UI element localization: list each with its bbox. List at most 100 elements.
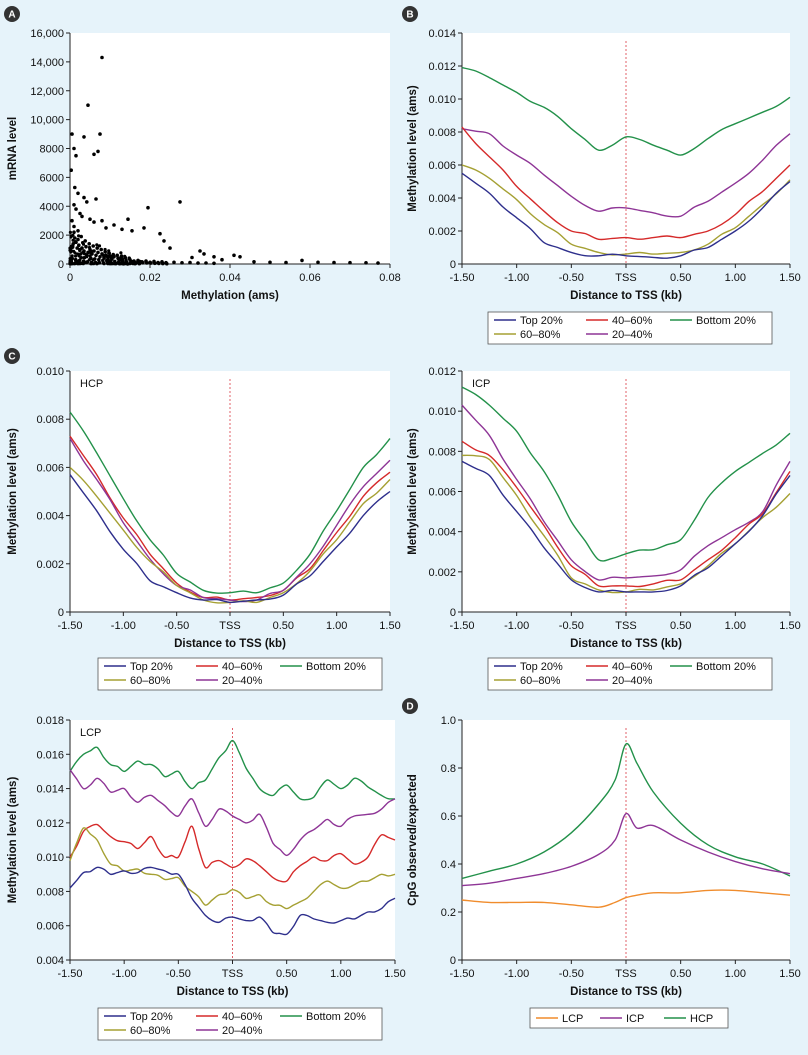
- scatter-point: [268, 261, 272, 265]
- scatter-point: [117, 258, 120, 261]
- scatter-point: [79, 256, 82, 259]
- scatter-point: [70, 132, 74, 136]
- scatter-point: [92, 258, 95, 261]
- y-tick-label: 0: [58, 607, 64, 619]
- y-axis-label: Methylation level (ams): [7, 777, 19, 904]
- scatter-point: [161, 262, 165, 266]
- scatter-point: [88, 258, 91, 261]
- y-tick-label: 0: [450, 955, 456, 967]
- x-axis-label: Distance to TSS (kb): [570, 290, 682, 302]
- legend: Top 20% 40–60% Bottom 20% 60–80% 20–40%: [98, 658, 382, 690]
- x-tick-label: 0.50: [670, 620, 691, 632]
- y-axis-label: Methylation level (ams): [407, 428, 419, 555]
- scatter-point: [238, 255, 242, 259]
- scatter-point: [88, 217, 92, 221]
- y-tick-label: 0.012: [36, 818, 64, 830]
- x-tick-label: -0.50: [559, 272, 584, 284]
- panel-badge-letter: C: [8, 352, 15, 363]
- scatter-point: [73, 251, 76, 254]
- scatter-point: [100, 56, 104, 60]
- chart-a: 0200040006000800010,00012,00014,00016,00…: [4, 6, 401, 302]
- scatter-point: [95, 243, 98, 246]
- scatter-point: [130, 229, 134, 233]
- scatter-point: [188, 261, 192, 265]
- y-tick-label: 0.008: [428, 127, 456, 139]
- scatter-point: [69, 231, 72, 234]
- y-axis-label: Methylation level (ams): [407, 85, 419, 212]
- scatter-point: [96, 251, 100, 255]
- panel-title: ICP: [472, 378, 490, 390]
- x-tick-label: TSS: [222, 968, 243, 980]
- y-tick-label: 0.016: [36, 749, 64, 761]
- y-tick-label: 0.4: [441, 859, 456, 871]
- y-tick-label: 0: [450, 607, 456, 619]
- scatter-point: [81, 251, 84, 254]
- y-tick-label: 0.014: [36, 784, 64, 796]
- x-axis-label: Methylation (ams): [181, 290, 279, 302]
- scatter-point: [118, 262, 121, 265]
- scatter-point: [157, 262, 161, 266]
- chart-b: 0 0.002 0.004 0.006 0.008 0.010 0.012 0.014 -1.5…: [402, 6, 801, 344]
- legend-entry: Bottom 20%: [306, 661, 366, 673]
- y-tick-label: 0.006: [36, 462, 64, 474]
- scatter-point: [202, 252, 206, 256]
- scatter-point: [74, 240, 77, 243]
- legend-entry: 60–80%: [130, 675, 171, 687]
- x-tick-label: 0.02: [139, 272, 160, 284]
- scatter-point: [92, 262, 95, 265]
- scatter-point: [96, 150, 100, 154]
- scatter-point: [71, 254, 74, 257]
- x-tick-label: -0.50: [559, 620, 584, 632]
- scatter-point: [130, 260, 133, 263]
- x-tick-label: -0.50: [559, 968, 584, 980]
- scatter-point: [85, 200, 89, 204]
- chart-c-lcp: 0.0040.0060.0080.0100.0120.0140.0160.018…: [7, 715, 406, 1040]
- x-tick-label: 1.50: [779, 272, 800, 284]
- x-tick-label: 0.50: [273, 620, 294, 632]
- scatter-point: [126, 217, 130, 221]
- y-tick-label: 6000: [40, 172, 64, 184]
- scatter-point: [172, 261, 176, 265]
- panel-badge-letter: D: [406, 702, 413, 713]
- scatter-point: [232, 254, 236, 258]
- y-tick-label: 0.6: [441, 811, 456, 823]
- scatter-point: [76, 238, 80, 242]
- x-tick-label: 1.00: [330, 968, 351, 980]
- scatter-point: [120, 228, 124, 232]
- scatter-point: [88, 246, 91, 249]
- x-tick-label: -1.00: [504, 272, 529, 284]
- legend-entry: 60–80%: [130, 1025, 171, 1037]
- y-tick-label: 0.006: [428, 160, 456, 172]
- legend: Top 20% 40–60% Bottom 20% 60–80% 20–40%: [488, 312, 772, 344]
- scatter-point: [74, 207, 78, 211]
- scatter-point: [119, 251, 122, 254]
- scatter-point: [82, 135, 86, 139]
- x-tick-label: 0.50: [670, 968, 691, 980]
- scatter-point: [72, 230, 76, 234]
- y-tick-label: 0.012: [428, 366, 456, 378]
- scatter-point: [92, 220, 96, 224]
- y-tick-label: 0.014: [428, 28, 456, 40]
- legend-entry: ICP: [626, 1013, 644, 1025]
- x-axis-label: Distance to TSS (kb): [174, 638, 286, 650]
- scatter-point: [94, 197, 98, 201]
- y-tick-label: 0.002: [428, 567, 456, 579]
- y-tick-label: 0.8: [441, 763, 456, 775]
- scatter-point: [87, 242, 91, 246]
- x-tick-label: -0.50: [166, 968, 191, 980]
- scatter-point: [198, 249, 202, 253]
- legend: LCP ICP HCP: [530, 1008, 728, 1028]
- y-tick-label: 4000: [40, 201, 64, 213]
- y-tick-label: 0.2: [441, 907, 456, 919]
- scatter-point: [165, 262, 169, 266]
- scatter-point: [142, 226, 146, 230]
- panel-badge-letter: B: [406, 10, 413, 21]
- y-tick-label: 0.004: [36, 511, 64, 523]
- scatter-point: [212, 262, 216, 266]
- scatter-point: [89, 251, 92, 254]
- y-tick-label: 0: [450, 259, 456, 271]
- y-axis-label: CpG observed/expected: [407, 774, 419, 906]
- chart-c-icp: 00.0020.0040.0060.0080.0100.012-1.50 -1.0…: [407, 366, 801, 690]
- scatter-point: [178, 200, 182, 204]
- scatter-point: [104, 226, 108, 230]
